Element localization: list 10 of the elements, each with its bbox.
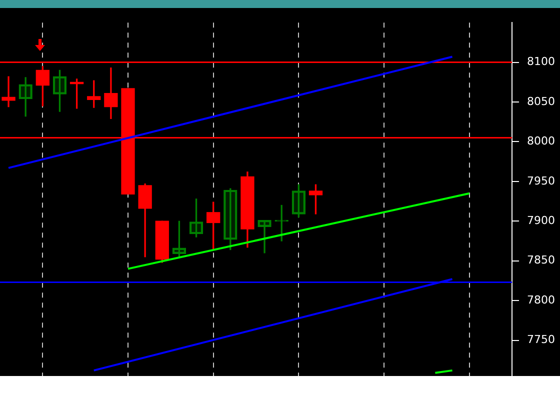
y-tick-label: 7850 <box>527 254 555 267</box>
y-tick-label: 8050 <box>527 94 555 108</box>
y-tick-label: 7750 <box>527 333 555 346</box>
candlestick <box>2 76 16 108</box>
y-tick-label: 7950 <box>527 174 555 188</box>
y-tick-label: 7800 <box>527 293 555 306</box>
y-tick-label: 7900 <box>527 214 555 227</box>
y-tick-label: 8100 <box>527 55 555 68</box>
y-tick-label: 8000 <box>527 134 555 148</box>
candlestick <box>258 220 272 254</box>
